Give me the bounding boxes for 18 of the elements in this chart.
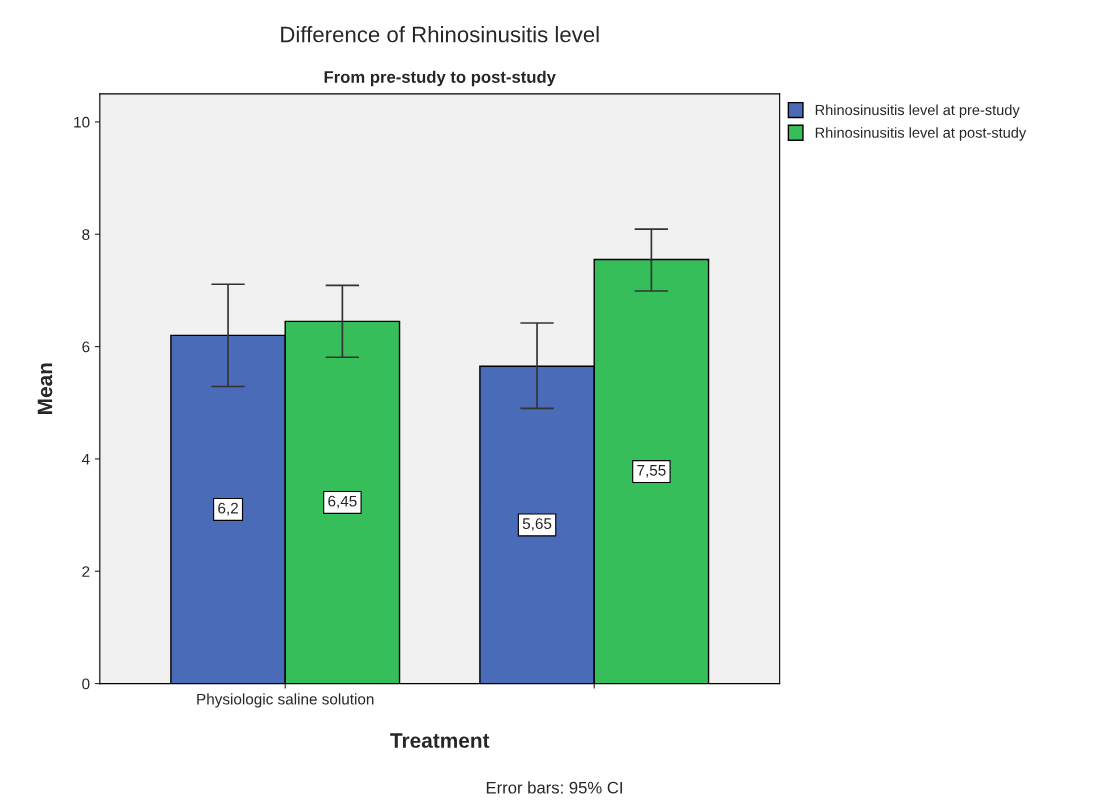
legend-label: Rhinosinusitis level at post-study [815,127,1027,141]
y-tick-label: 4 [81,453,90,465]
x-tick-label: Physiologic saline solution [197,693,374,708]
y-tick-label: 6 [82,341,90,353]
y-tick-label: 2 [82,566,90,577]
data-label: 6,45 [328,495,357,509]
chart-title: Difference of Rhinosinusitis level [281,26,599,43]
x-axis-title: Treatment [390,733,490,748]
y-tick-label: 8 [82,229,90,240]
y-axis-title: Mean [37,363,53,414]
legend-label: Rhinosinusitis level at pre-study [815,104,1020,119]
chart-subtitle: From pre-study to post-study [324,70,556,87]
data-label: 7,55 [637,465,666,478]
y-tick-label: 10 [74,116,90,128]
y-tick-label: 0 [82,678,90,690]
data-label: 5,65 [522,518,552,531]
data-label: 6,2 [218,502,238,516]
text: Error bars: 95% CI [486,781,622,794]
